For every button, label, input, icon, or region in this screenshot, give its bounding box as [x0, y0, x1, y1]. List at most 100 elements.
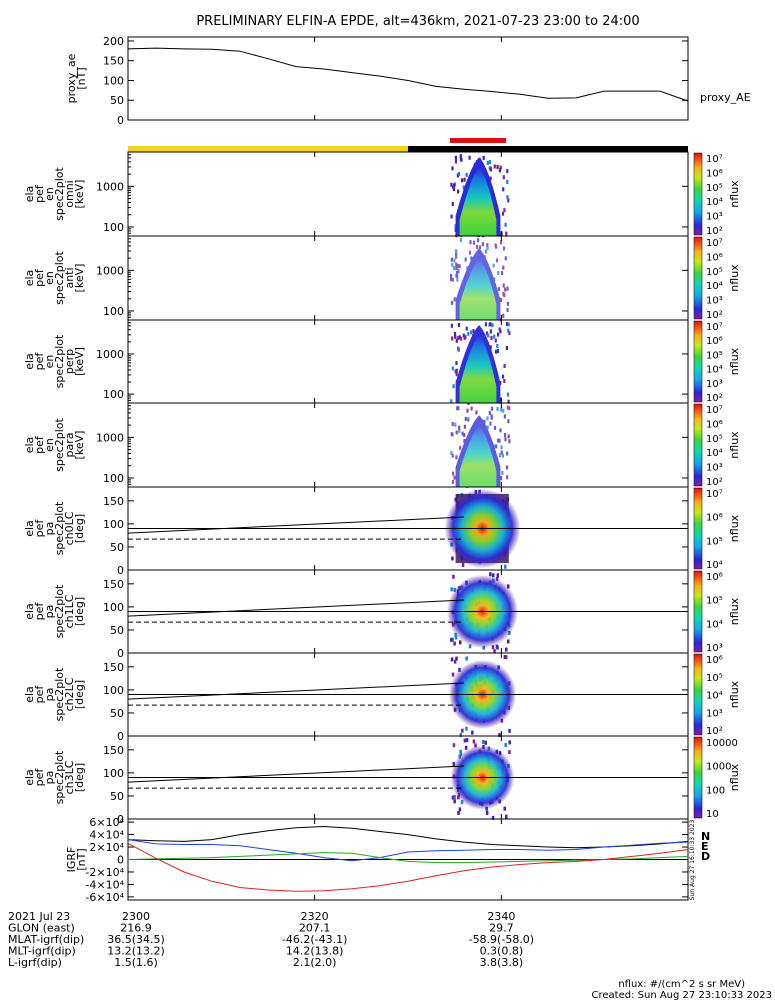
spectrogram-pixel [495, 444, 498, 449]
spectrogram-pixel [484, 740, 487, 745]
spectrogram-pixel [492, 573, 495, 578]
spectrogram-pixel [499, 298, 503, 303]
spectrogram-pixel [501, 374, 505, 379]
spectrogram-pixel [472, 329, 475, 334]
spectrogram-pixel [499, 397, 502, 402]
y-axis-label: [keV] [73, 264, 86, 293]
spectrogram-energy [450, 322, 511, 405]
colorbar-tick-label: 10⁶ [706, 336, 723, 347]
spectrogram-pixel [495, 244, 498, 249]
spectrogram-pixel [493, 649, 496, 654]
spectrogram-pixel [457, 406, 460, 411]
colorbar-tick-label: 10⁶ [706, 572, 723, 583]
colorbar-tick-label: 10² [706, 310, 723, 321]
footer-row-label: 2021 Jul 23 [8, 910, 70, 923]
y-axis-label: ch3LC [63, 760, 76, 794]
spectrogram-pixel [450, 399, 453, 404]
spectrogram-pixel [456, 336, 460, 341]
spectrogram-pixel [450, 274, 453, 278]
spectrogram-pixel [464, 257, 467, 262]
spectrogram-pixel [458, 171, 461, 176]
y-axis-label: pef [33, 768, 46, 787]
spectrogram-pixel [503, 655, 507, 660]
proxy-ae-legend: proxy_AE [700, 91, 751, 104]
y-axis-label: ela [23, 603, 36, 620]
y-axis-label: para [63, 433, 76, 458]
spectrogram-pixel [502, 175, 505, 180]
y-axis-label: [deg] [73, 514, 86, 543]
spectrogram-pixel [450, 637, 453, 642]
spectrogram-pixel [506, 301, 509, 306]
y-tick-label: 100 [103, 305, 124, 318]
y-tick-label: 50 [110, 624, 124, 637]
spectrogram-pixel [505, 322, 509, 327]
proxy-ae-series-line [127, 47, 689, 102]
colorbar-tick-label: 10³ [706, 296, 723, 307]
spectrogram-pixel [459, 157, 463, 161]
spectrogram-pixel [451, 637, 454, 642]
spectrogram-pixel [456, 271, 459, 275]
y-tick-label: -4×10⁴ [85, 878, 124, 891]
spectrogram-pixel [489, 167, 492, 172]
y-axis-label: ela [23, 769, 36, 786]
colorbar-label: nflux [728, 597, 741, 625]
spectrogram-core [459, 425, 497, 487]
y-tick-label: 0 [117, 647, 124, 660]
spectrogram-pixel [465, 326, 468, 331]
y-tick-label: 100 [103, 388, 124, 401]
spectrogram-pixel [503, 293, 506, 298]
spectrogram-pixel [465, 726, 468, 731]
spectrogram-pixel [451, 336, 454, 341]
spectrogram-pixel [504, 743, 507, 747]
y-axis-label: [nT] [75, 848, 88, 870]
colorbar-tick-label: 10² [706, 477, 723, 488]
spectrogram-pixel [504, 564, 507, 569]
spectrogram-pixel [463, 738, 467, 743]
spectrogram-pixel [456, 173, 459, 178]
y-tick-label: 1000 [96, 348, 124, 361]
spectrogram-pixel [488, 411, 491, 415]
spectrogram-pixel [506, 392, 510, 397]
colorbar-tick-label: 10⁷ [706, 154, 723, 165]
spectrogram-pixel [499, 428, 502, 433]
spectrogram-pixel [453, 799, 456, 804]
spectrogram-pixel [499, 165, 502, 170]
y-tick-label: 150 [103, 661, 124, 674]
footer-row-value: 0.3(0.8) [480, 945, 524, 958]
spectrogram-energy [450, 154, 510, 238]
spectrogram-pixel [454, 159, 458, 164]
spectrogram-pixel [498, 168, 501, 173]
loss-cone-line [127, 682, 465, 700]
spectrogram-pixel [500, 450, 503, 455]
loss-cone-line [127, 516, 465, 534]
footer-row-value: -46.2(-43.1) [282, 933, 348, 946]
spectrogram-pixel [457, 346, 460, 351]
spectrogram-pixel [451, 422, 454, 426]
spectrogram-pixel [465, 172, 468, 177]
spectrogram-pixel [467, 417, 470, 422]
colorbar-tick-label: 10⁶ [706, 655, 723, 666]
spectrogram-pixel [494, 349, 498, 354]
y-axis-label: spec2plot [53, 418, 66, 472]
y-axis-label: spec2plot [53, 667, 66, 721]
y-axis-label: pef [33, 184, 46, 203]
colorbar-label: nflux [728, 680, 741, 708]
spectrogram-pixel [450, 323, 453, 328]
colorbar [693, 320, 703, 403]
footer-row-value: 29.7 [489, 922, 514, 935]
y-axis-label: pa [43, 605, 56, 619]
spectrogram-pixel [451, 262, 454, 267]
colorbar-tick-label: 10⁵ [706, 596, 723, 607]
footer-row-value: 36.5(34.5) [107, 933, 165, 946]
spectrogram-pixel [468, 250, 472, 255]
spectrogram-pixel [501, 271, 504, 276]
spectrogram-pixel [489, 322, 492, 327]
colorbar-tick-label: 10⁴ [706, 619, 723, 630]
spectrogram-pixel [452, 384, 455, 389]
y-tick-label: 4×10⁴ [89, 829, 124, 842]
spectrogram-pixel [506, 475, 509, 480]
igrf-d-line [127, 842, 689, 892]
spectrogram-pixel [502, 187, 505, 192]
spectrogram-pixel [451, 166, 454, 171]
y-axis-label: [deg] [73, 597, 86, 626]
